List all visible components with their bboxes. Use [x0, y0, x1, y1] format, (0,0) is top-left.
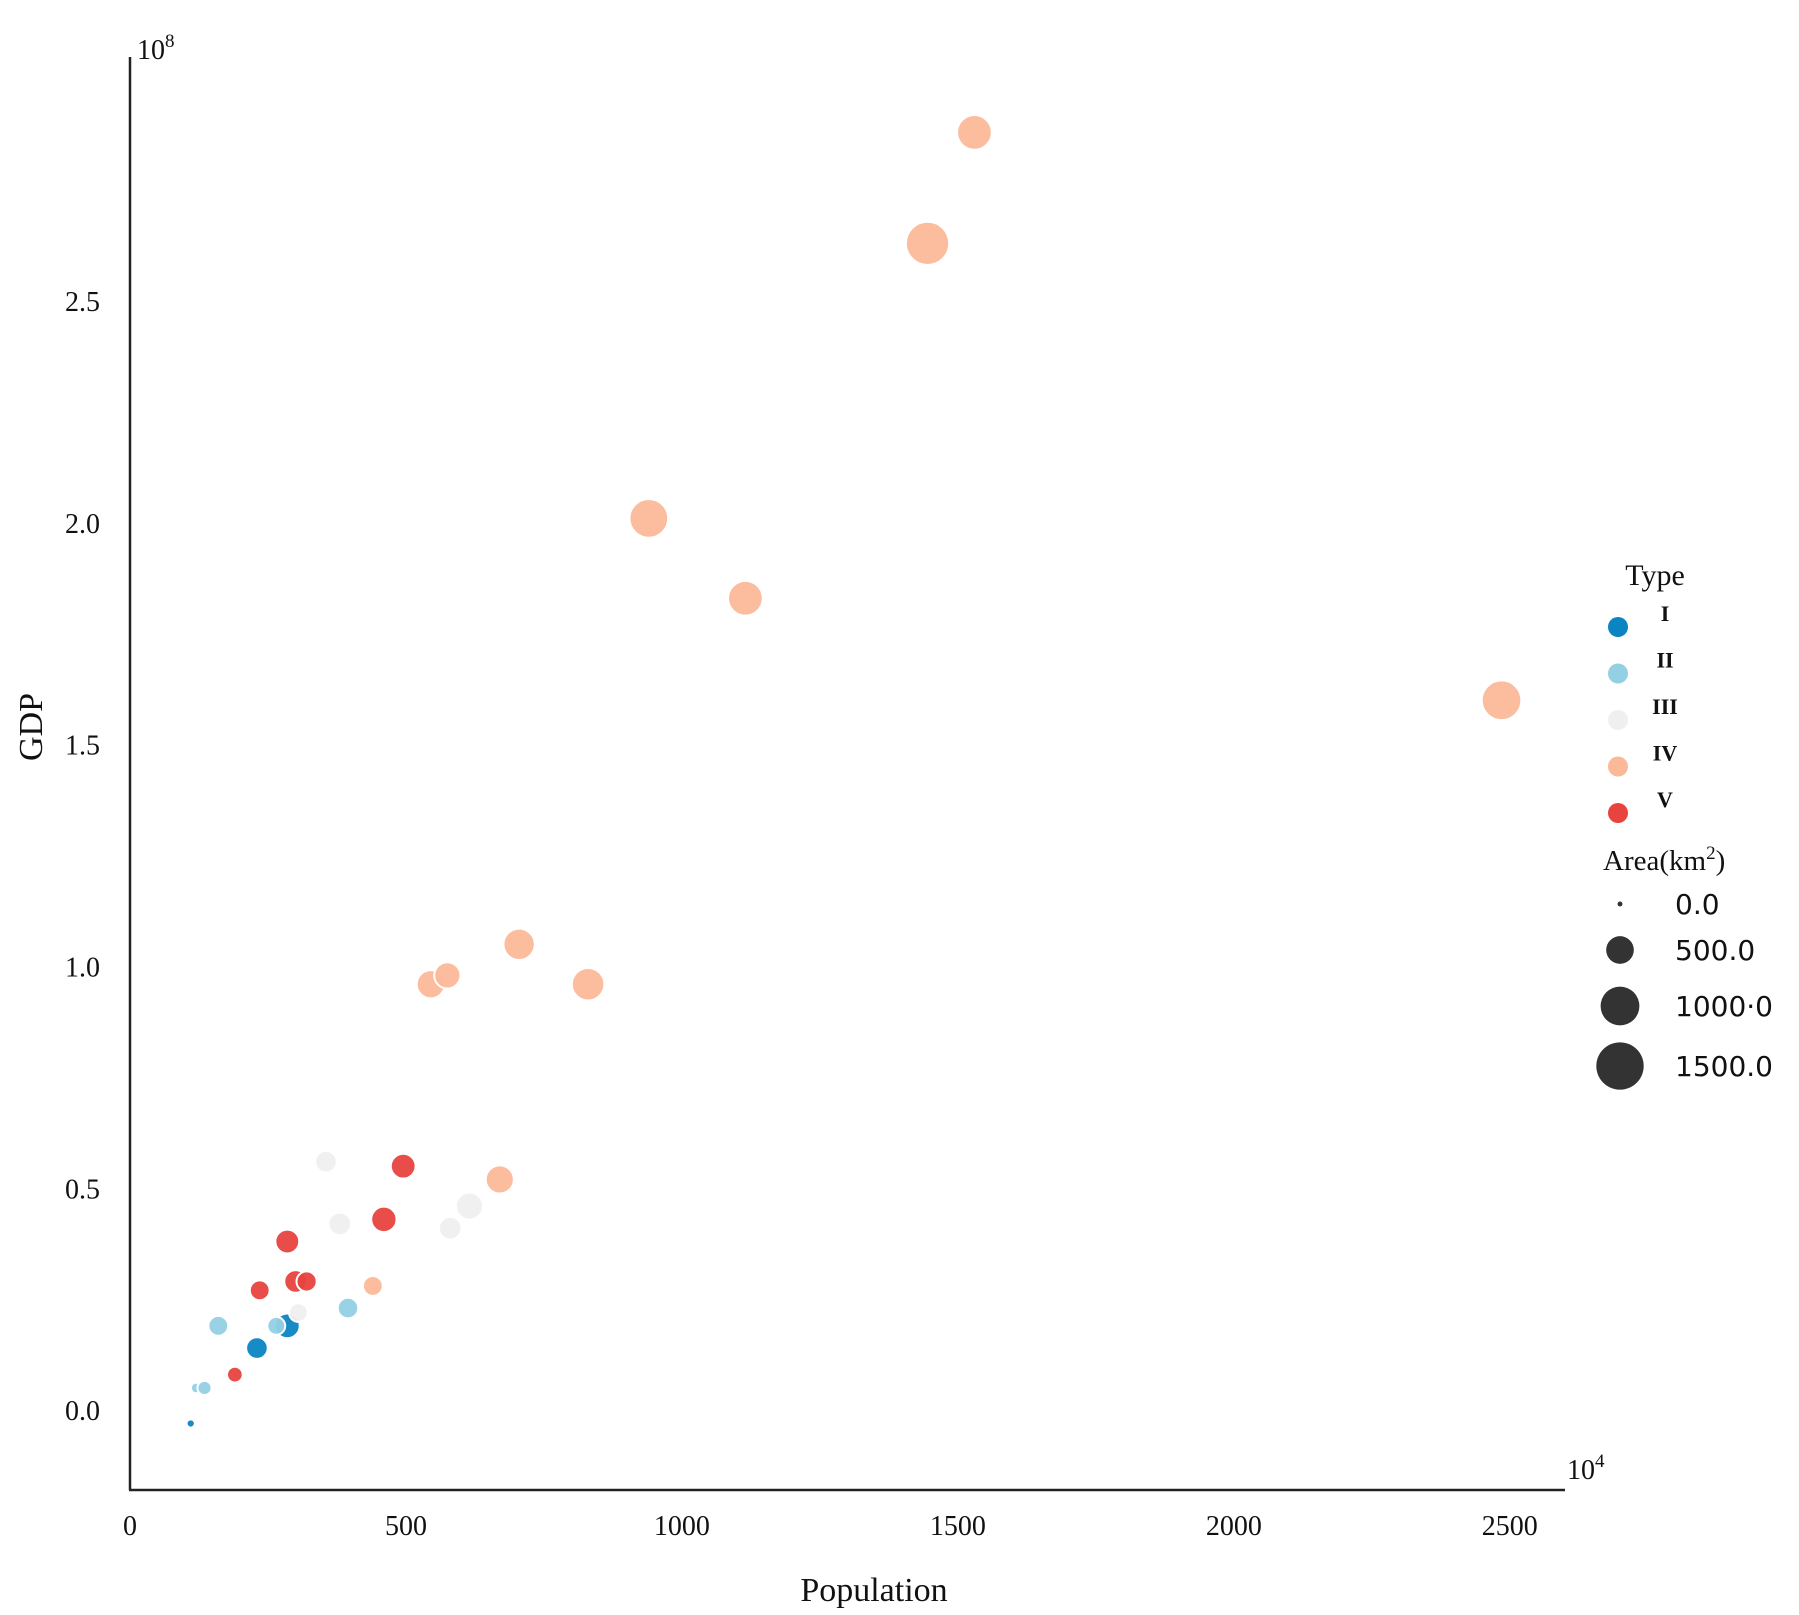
- x-scale-label: 104: [1567, 1451, 1605, 1486]
- legend-label-v: V: [1657, 787, 1673, 812]
- legend-label-i: I: [1661, 601, 1670, 626]
- y-tick-labels: 0.0 0.5 1.0 1.5 2.0 2.5: [65, 287, 100, 1427]
- data-point-iii: [314, 1149, 338, 1174]
- data-point-ii: [207, 1314, 230, 1337]
- x-tick-label: 1000: [654, 1511, 710, 1542]
- data-point-iv: [570, 966, 606, 1002]
- x-axis-title: Population: [800, 1572, 947, 1609]
- data-point-iv: [956, 114, 993, 151]
- data-point-iv: [502, 927, 536, 962]
- data-point-ii: [266, 1315, 287, 1336]
- x-tick-label: 0: [123, 1511, 137, 1542]
- legend-size-label: 500.0: [1675, 934, 1755, 967]
- data-point-v: [248, 1279, 271, 1302]
- y-tick-label: 1.0: [65, 952, 100, 983]
- legend-label-iv: IV: [1653, 741, 1678, 766]
- legend-label-ii: II: [1656, 648, 1673, 673]
- data-point-iv: [484, 1164, 515, 1195]
- legend-size-marker: [1617, 901, 1623, 907]
- data-point-ii: [196, 1379, 213, 1397]
- x-tick-label: 1500: [930, 1511, 986, 1542]
- data-point-iii: [454, 1191, 484, 1221]
- data-point-iv: [433, 961, 462, 990]
- data-point-i: [185, 1418, 196, 1429]
- y-tick-label: 2.5: [65, 287, 100, 318]
- x-tick-label: 2000: [1206, 1511, 1262, 1542]
- data-point-v: [274, 1228, 301, 1255]
- legend-size-entries: 0.0 500.0 1000·0 1500.0: [1596, 888, 1773, 1090]
- legend-marker-iii: [1608, 710, 1628, 730]
- legend-size-label: 1000·0: [1675, 990, 1773, 1023]
- legend-size-title: Area(km2): [1603, 843, 1725, 877]
- data-point-iv: [904, 220, 951, 266]
- data-point-i: [245, 1336, 269, 1360]
- legend-label-iii: III: [1652, 694, 1678, 719]
- legend-marker-iv: [1608, 756, 1628, 777]
- legend-size-marker: [1596, 1042, 1644, 1090]
- legend-type-title: Type: [1625, 559, 1685, 592]
- scatter-points: [185, 114, 1523, 1429]
- legend-size-label: 1500.0: [1675, 1050, 1773, 1083]
- data-point-v: [226, 1365, 244, 1384]
- legend-marker-i: [1608, 617, 1628, 637]
- data-point-iii: [287, 1302, 309, 1323]
- y-tick-label: 0.5: [65, 1174, 100, 1205]
- data-point-v: [370, 1205, 398, 1234]
- data-point-iv: [361, 1274, 384, 1297]
- y-axis-title: GDP: [13, 693, 50, 761]
- legend-marker-ii: [1608, 663, 1628, 684]
- data-point-iv: [628, 498, 670, 539]
- y-scale-label: 108: [137, 31, 175, 66]
- x-tick-label: 500: [385, 1511, 427, 1542]
- legend-size-marker: [1606, 936, 1634, 964]
- data-point-iii: [327, 1211, 353, 1237]
- legend-size-label: 0.0: [1675, 888, 1720, 921]
- legend-size-marker: [1600, 986, 1640, 1026]
- y-tick-label: 1.5: [65, 731, 100, 762]
- x-tick-label: 2500: [1482, 1511, 1538, 1542]
- data-point-v: [295, 1270, 318, 1293]
- x-tick-labels: 0 500 1000 1500 2000 2500: [123, 1511, 1538, 1542]
- data-point-iv: [1480, 679, 1523, 722]
- legend-marker-v: [1608, 803, 1628, 823]
- data-point-v: [389, 1152, 417, 1180]
- data-point-ii: [336, 1296, 360, 1320]
- y-tick-label: 0.0: [65, 1396, 100, 1427]
- data-point-iii: [437, 1215, 463, 1241]
- data-point-iv: [727, 579, 764, 617]
- y-tick-label: 2.0: [65, 509, 100, 540]
